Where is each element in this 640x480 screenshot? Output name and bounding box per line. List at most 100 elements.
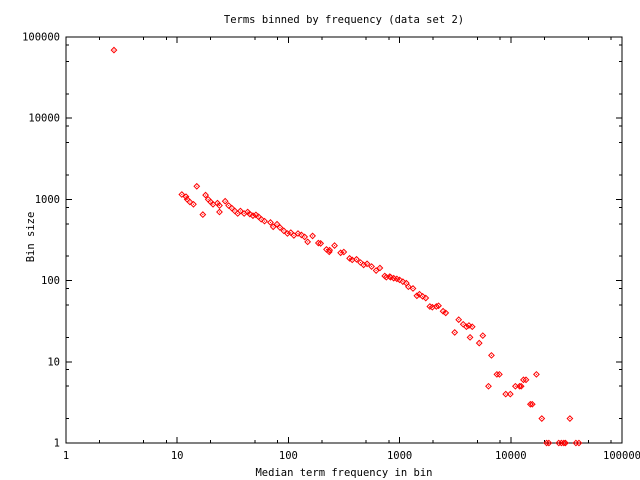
- data-point-center-dot: [212, 203, 214, 205]
- data-point: [340, 248, 348, 256]
- data-point: [178, 191, 186, 198]
- data-point-center-dot: [202, 214, 204, 216]
- data-point: [396, 276, 404, 284]
- data-point-center-dot: [218, 205, 220, 207]
- data-point: [294, 230, 302, 237]
- data-point: [543, 439, 551, 447]
- data-point-center-dot: [260, 218, 262, 220]
- data-point: [517, 382, 525, 390]
- x-tick-label: 1000: [387, 450, 412, 462]
- data-point-center-dot: [396, 278, 398, 280]
- data-point: [284, 230, 291, 237]
- data-point: [246, 210, 254, 218]
- data-point: [372, 267, 380, 274]
- data-point: [566, 415, 574, 422]
- x-tick-label: 10000: [495, 450, 527, 462]
- data-point-center-dot: [356, 258, 358, 260]
- data-point: [506, 390, 514, 398]
- data-point: [439, 307, 447, 315]
- data-point-center-dot: [340, 252, 342, 254]
- data-point-center-dot: [399, 279, 401, 281]
- data-point: [273, 220, 281, 228]
- data-point: [337, 249, 345, 257]
- data-point-center-dot: [239, 210, 241, 212]
- data-point-center-dot: [390, 276, 392, 278]
- data-point: [451, 329, 459, 336]
- data-point: [257, 215, 265, 223]
- data-point-center-dot: [416, 295, 418, 297]
- data-point-center-dot: [276, 223, 278, 225]
- plot-frame: [65, 36, 623, 444]
- data-point-center-dot: [454, 331, 456, 333]
- data-point-center-dot: [207, 198, 209, 200]
- data-point-center-dot: [445, 312, 447, 314]
- data-point: [520, 376, 527, 384]
- data-point: [261, 217, 268, 225]
- data-point: [317, 240, 325, 247]
- data-point: [435, 302, 442, 310]
- data-point-center-dot: [548, 442, 550, 444]
- data-point: [186, 198, 194, 206]
- data-point-center-dot: [320, 242, 322, 244]
- data-point-center-dot: [192, 203, 194, 205]
- data-point-center-dot: [210, 201, 212, 203]
- data-point-center-dot: [205, 194, 207, 196]
- data-point: [465, 322, 473, 329]
- data-point-center-dot: [465, 326, 467, 328]
- data-point-center-dot: [412, 287, 414, 289]
- data-point-center-dot: [509, 393, 511, 395]
- data-point-center-dot: [297, 233, 299, 235]
- y-tick-label: 10: [47, 356, 60, 368]
- x-tick-label: 100: [279, 450, 298, 462]
- data-point: [182, 193, 190, 201]
- data-point-center-dot: [498, 373, 500, 375]
- data-point-center-dot: [307, 241, 309, 243]
- data-point-center-dot: [186, 198, 188, 200]
- data-point: [455, 316, 463, 324]
- data-point-center-dot: [402, 281, 404, 283]
- data-point-center-dot: [334, 245, 336, 247]
- data-point: [280, 227, 288, 235]
- data-point: [479, 332, 487, 340]
- data-point-center-dot: [478, 342, 480, 344]
- data-point: [331, 242, 338, 249]
- data-point: [221, 197, 229, 205]
- data-point-center-dot: [264, 220, 266, 222]
- data-point: [533, 370, 540, 378]
- data-point: [496, 370, 503, 378]
- data-point-center-dot: [379, 267, 381, 269]
- data-point: [413, 292, 421, 300]
- data-point-center-dot: [422, 295, 424, 297]
- y-tick-label: 1: [54, 438, 60, 450]
- data-point-center-dot: [234, 210, 236, 212]
- data-point: [304, 238, 312, 246]
- data-point-center-dot: [419, 293, 421, 295]
- data-point-center-dot: [300, 234, 302, 236]
- data-point: [466, 333, 474, 341]
- data-point-center-dot: [196, 185, 198, 187]
- data-point: [357, 259, 364, 266]
- data-point: [110, 46, 118, 54]
- data-point-center-dot: [293, 234, 295, 236]
- data-point: [363, 260, 371, 268]
- data-point-center-dot: [279, 227, 281, 229]
- data-point: [376, 264, 384, 272]
- data-point: [269, 223, 277, 231]
- data-point: [419, 292, 427, 300]
- data-point-center-dot: [231, 207, 233, 209]
- data-point-center-dot: [490, 354, 492, 356]
- data-point-center-dot: [471, 326, 473, 328]
- data-point: [202, 191, 209, 199]
- data-point-center-dot: [393, 277, 395, 279]
- data-point-center-dot: [286, 233, 288, 235]
- data-point-center-dot: [462, 323, 464, 325]
- data-point-center-dot: [371, 266, 373, 268]
- data-point: [353, 255, 360, 263]
- data-point-center-dot: [407, 286, 409, 288]
- data-point-center-dot: [359, 262, 361, 264]
- data-point: [485, 382, 492, 390]
- data-point-center-dot: [272, 226, 274, 228]
- data-point-center-dot: [218, 211, 220, 213]
- data-point-center-dot: [228, 205, 230, 207]
